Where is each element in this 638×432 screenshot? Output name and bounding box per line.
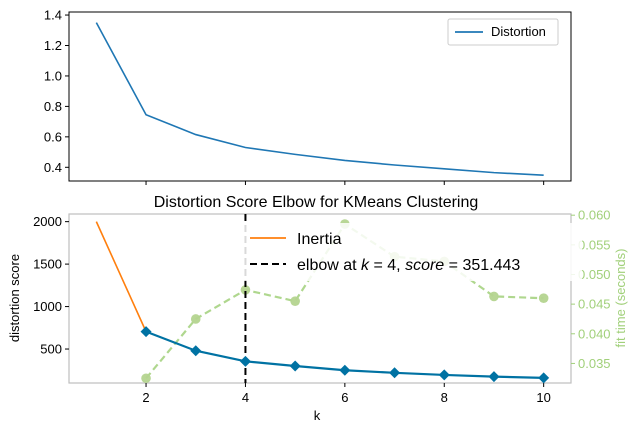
bottom-y2-tick-label: 0.055 [578,237,611,252]
fit-time-point [489,291,499,302]
distortion-score-marker [538,372,550,384]
fit-time-point [538,293,549,304]
legend-elbow-part-2: = 4, [369,257,405,274]
distortion-score-marker [140,326,152,338]
bottom-x-axis-ticks: 2 4 6 8 10 [142,383,551,405]
distortion-score-marker [488,371,500,383]
distortion-score-marker [190,345,202,357]
series-line-inertia [95,221,147,332]
top-legend: Distortion [447,18,559,46]
top-series-group [95,22,544,177]
bottom-x-tick-label: 2 [142,390,149,405]
bottom-y2-tick-label: 0.035 [578,356,611,371]
bottom-x-tick-label: 6 [341,390,348,405]
top-plot: 0.4 0.6 0.8 1.0 1.2 1.4 Distortion [44,8,572,185]
distortion-score-marker [289,360,301,372]
distortion-score-marker [239,355,251,367]
bottom-y2-axis-ticks: 0.035 0.040 0.045 0.050 0.055 0.060 [571,208,611,371]
bottom-legend-box [242,223,582,281]
bottom-x-tick-label: 8 [441,390,448,405]
y2-axis-label: fit time (seconds) [613,249,628,348]
top-y-tick-label: 1.2 [44,38,62,53]
legend-label-inertia: Inertia [297,231,342,248]
bottom-plot-frame [68,213,572,384]
top-y-tick-label: 1.4 [44,8,62,23]
bottom-y2-tick-label: 0.045 [578,297,611,312]
distortion-score-marker [389,367,401,379]
distortion-score-marker [438,369,450,381]
bottom-y2-tick-label: 0.040 [578,326,611,341]
series-line-distortion [95,22,544,177]
top-y-axis-ticks: 0.4 0.6 0.8 1.0 1.2 1.4 [44,8,69,175]
bottom-x-tick-label: 4 [242,390,249,405]
chart-title: Distortion Score Elbow for KMeans Cluste… [154,194,479,211]
bottom-x-tick-label: 10 [536,390,550,405]
top-x-axis-ticks [145,181,545,185]
bottom-y-tick-label: 500 [40,342,62,357]
distortion-score-marker [339,364,351,376]
fit-time-point [240,285,251,295]
bottom-y-tick-label: 2000 [33,214,62,229]
bottom-y-tick-label: 1500 [33,257,62,272]
legend-elbow-part-k: k [361,257,370,274]
legend-elbow-part-3: = 351.443 [444,257,520,274]
legend-elbow-part-1: elbow at [297,257,361,274]
bottom-y2-tick-label: 0.050 [578,267,611,282]
top-y-tick-label: 0.4 [44,160,62,175]
fit-time-point [141,373,151,384]
bottom-y-tick-label: 1000 [33,299,62,314]
bottom-y2-tick-label: 0.060 [578,208,611,223]
fit-time-point [190,314,201,324]
top-y-tick-label: 1.0 [44,68,62,83]
top-y-tick-label: 0.8 [44,99,62,114]
y-axis-label: distortion score [7,254,22,342]
top-y-tick-label: 0.6 [44,129,62,144]
legend-label-elbow: elbow at k = 4, score = 351.443 [297,257,520,274]
top-legend-box [447,18,559,46]
legend-label-distortion: Distortion [491,24,546,39]
fit-time-point [290,296,300,306]
bottom-legend: Inertia elbow at k = 4, score = 351.443 [242,223,582,281]
top-plot-frame [68,11,572,182]
bottom-y-axis-ticks: 500 1000 1500 2000 [33,214,69,357]
x-axis-label: k [314,408,321,423]
bottom-plot: Distortion Score Elbow for KMeans Cluste… [7,194,628,423]
legend-elbow-part-score: score [405,257,444,274]
